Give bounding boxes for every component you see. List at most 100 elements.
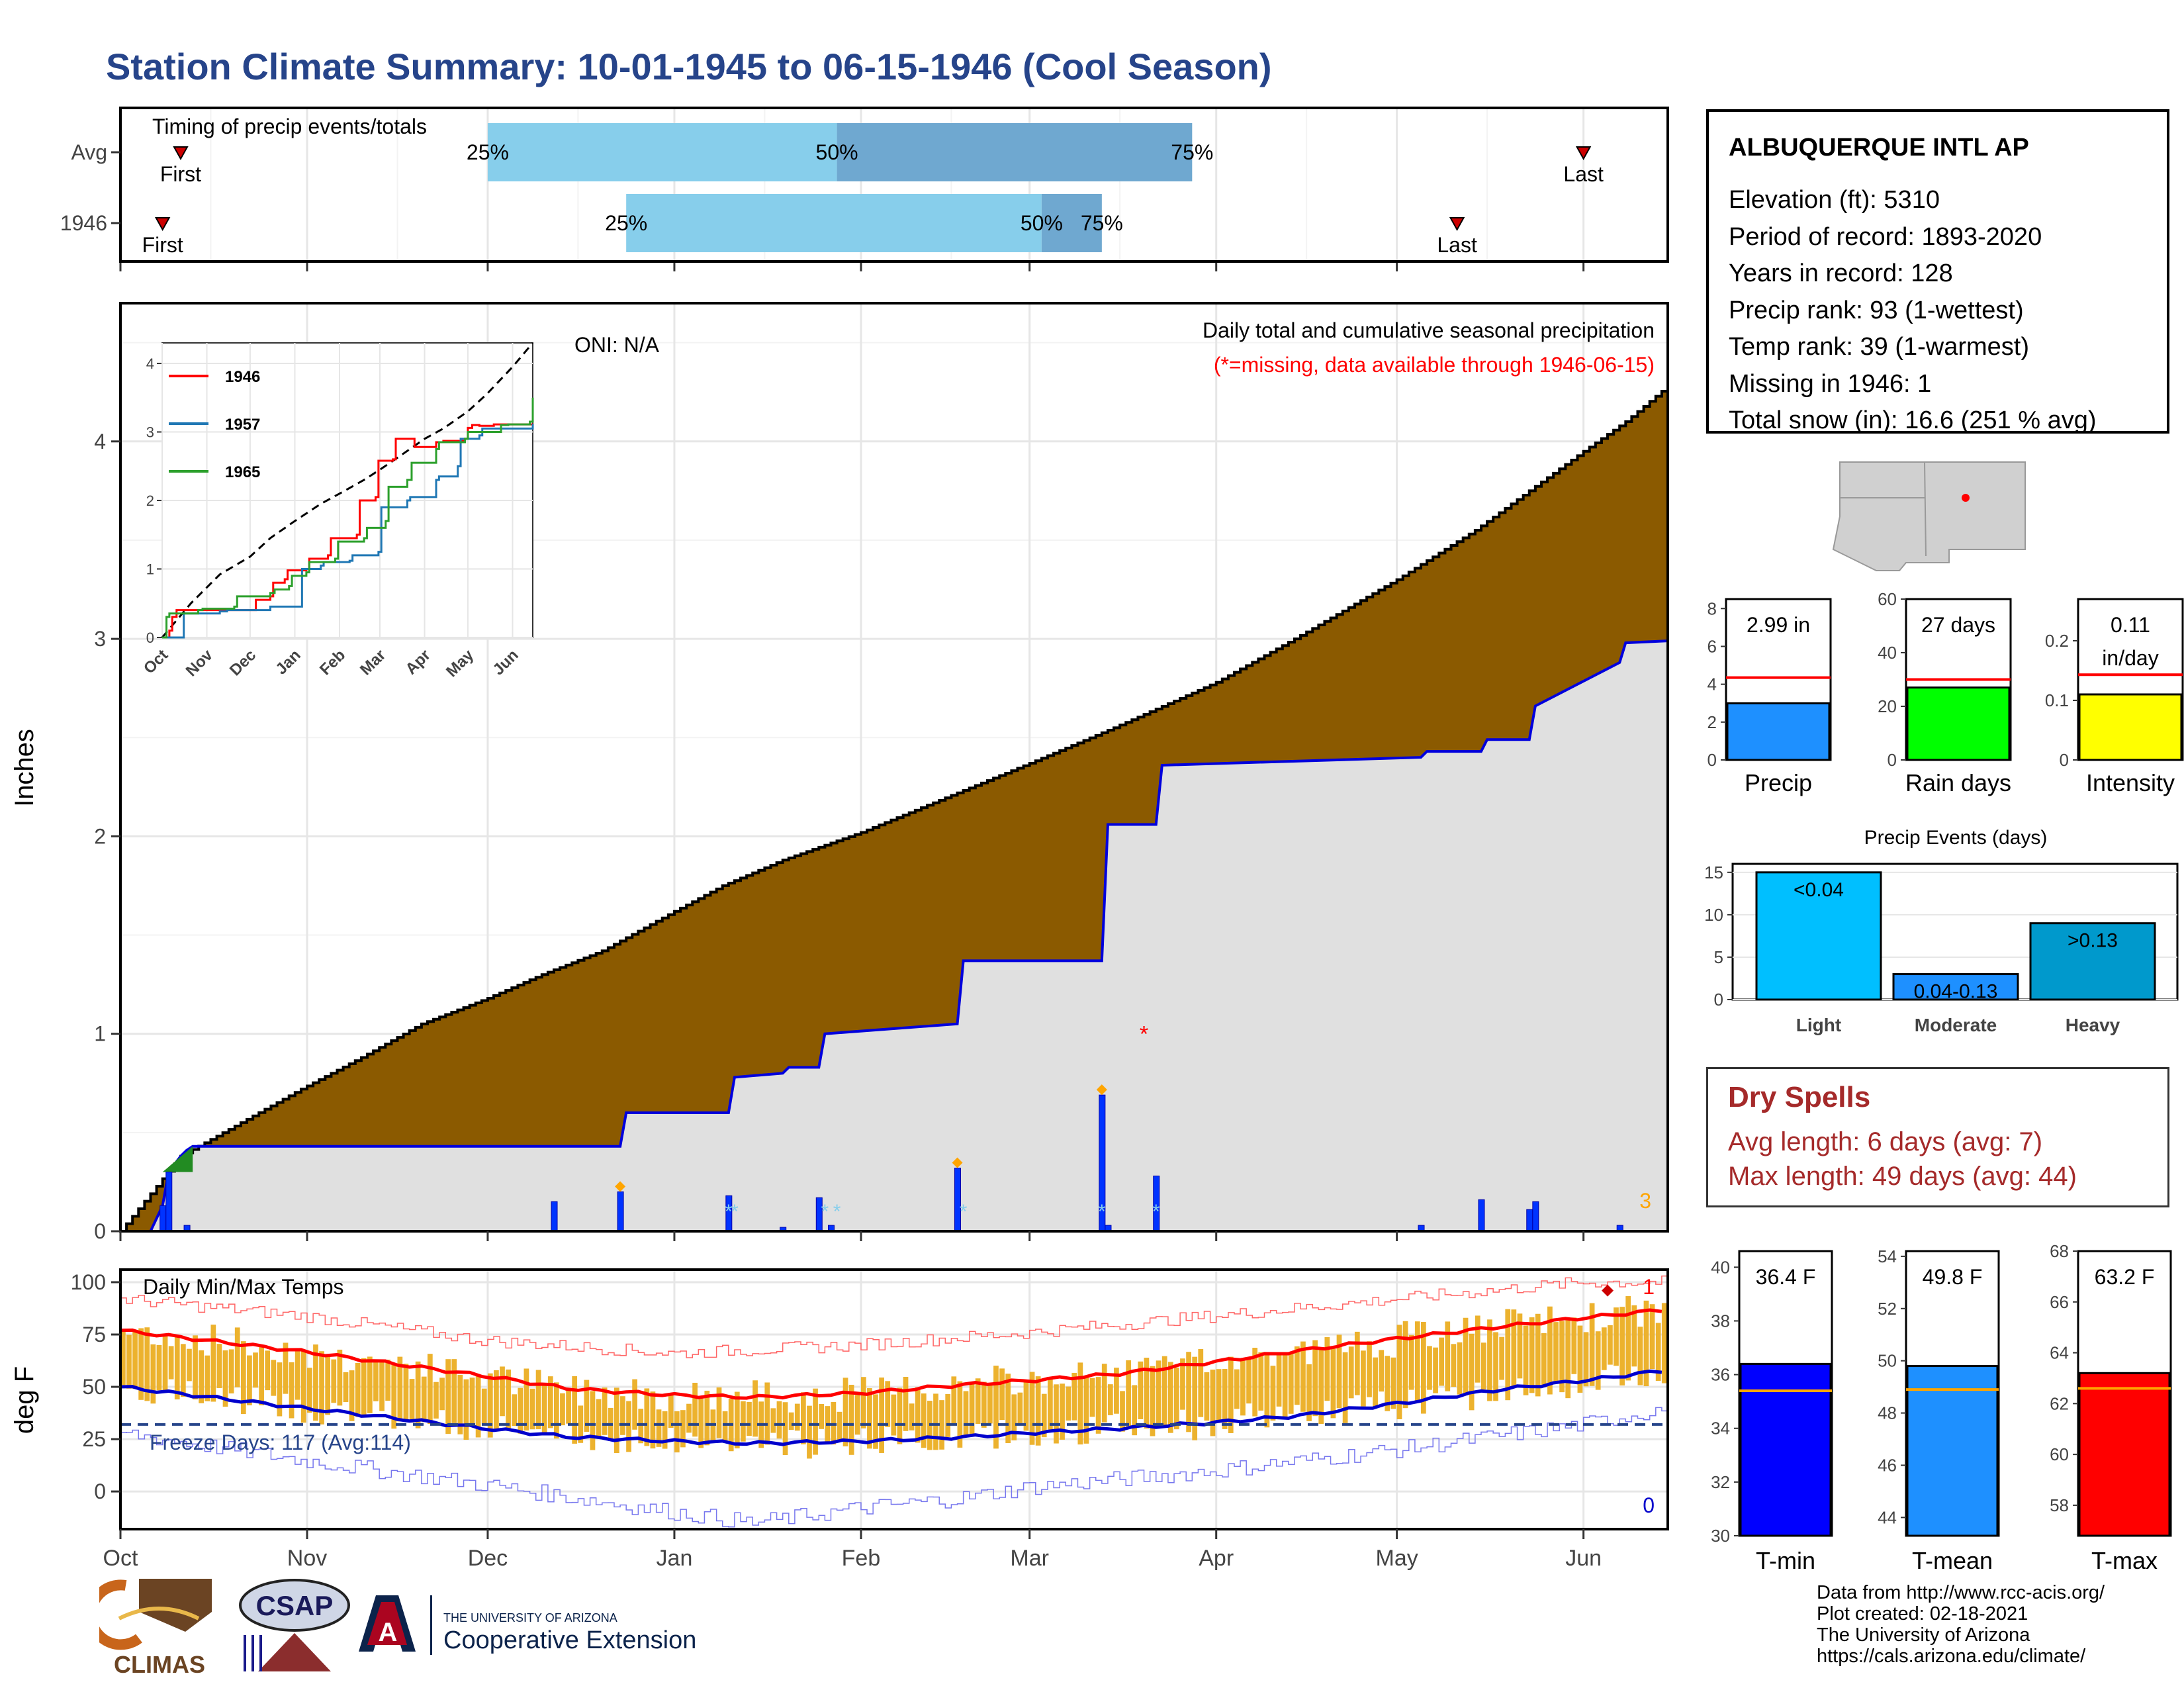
daily-temp-bar	[1445, 1321, 1451, 1391]
daily-temp-bar	[1433, 1347, 1438, 1393]
daily-temp-bar	[319, 1351, 324, 1425]
first-event-label: First	[142, 233, 183, 257]
daily-temp-bar	[656, 1409, 662, 1447]
daily-temp-bar	[367, 1356, 373, 1413]
daily-temp-bar	[1066, 1386, 1071, 1421]
temp-bar-tick-label: 50	[1878, 1351, 1897, 1371]
station-info-line: Elevation (ft): 5310	[1729, 186, 1940, 214]
credit-line: The University of Arizona	[1817, 1624, 2030, 1646]
daily-temp-bar	[1276, 1354, 1282, 1407]
daily-temp-bar	[138, 1328, 144, 1400]
daily-temp-bar	[150, 1344, 156, 1404]
inset-series-line	[162, 397, 534, 639]
events-y-tick-label: 5	[1714, 947, 1723, 967]
climas-logo: CLIMAS	[99, 1579, 212, 1678]
temp-bar-tick-label: 64	[2050, 1343, 2069, 1363]
temp-bar-tick-label: 46	[1878, 1455, 1897, 1475]
daily-temp-bar	[1047, 1378, 1053, 1430]
daily-temp-bar	[915, 1387, 921, 1443]
precip-x-ticks	[119, 1231, 1585, 1241]
daily-temp-bar	[1101, 1364, 1107, 1423]
daily-temp-bar	[566, 1388, 571, 1424]
precip-subtitle: (*=missing, data available through 1946-…	[1214, 353, 1655, 377]
timing-rows: Avg 25% 50% 75% First Last 1946 25% 50% 75% First L…	[60, 123, 1604, 257]
daily-temp-bar	[819, 1404, 825, 1429]
heavy-event-marker	[615, 1181, 626, 1192]
station-info-line: Period of record: 1893-2020	[1729, 222, 2042, 251]
month-label: Feb	[842, 1546, 881, 1571]
temp-lines	[120, 1275, 1668, 1528]
daily-temp-bar	[259, 1346, 264, 1405]
daily-temp-bar	[1601, 1327, 1607, 1370]
daily-temp-bar	[981, 1382, 987, 1428]
temp-bar-tick-label: 58	[2050, 1495, 2069, 1515]
daily-temp-bar	[1457, 1342, 1463, 1395]
ua-small-text: THE UNIVERSITY OF ARIZONA	[443, 1611, 617, 1624]
daily-temp-bar	[1439, 1337, 1445, 1386]
snow-marker: *	[725, 1201, 733, 1223]
daily-temp-bar	[1288, 1354, 1294, 1414]
credit-line: Plot created: 02-18-2021	[1817, 1603, 2028, 1624]
daily-temp-bar	[487, 1373, 493, 1438]
daily-temp-bar	[1427, 1346, 1432, 1390]
temp-y-tick-label: 50	[82, 1375, 106, 1399]
station-info-line: Years in record: 128	[1729, 259, 1953, 287]
logos: CLIMAS CSAP A THE UNIVERSITY OF ARIZONA …	[99, 1579, 696, 1678]
first-event-marker	[173, 146, 189, 161]
daily-temp-bar	[590, 1391, 596, 1450]
month-label: Apr	[1199, 1546, 1234, 1571]
small-bar-tick-label: 0	[1707, 750, 1717, 770]
daily-temp-bar	[1541, 1333, 1547, 1387]
daily-temp-bar	[1547, 1306, 1553, 1395]
temp-chart: 0 25 50 75 100 Oct Nov Dec Jan Feb Mar Apr May Jun D…	[10, 1268, 1669, 1571]
heavy-event-marker	[1096, 1084, 1107, 1096]
normal-max-line	[120, 1308, 1662, 1400]
daily-temp-bar	[692, 1382, 698, 1437]
timing-pct-label: 25%	[605, 211, 647, 235]
small-bar-value: 0.11	[2111, 613, 2150, 637]
daily-temp-bar	[1402, 1321, 1408, 1409]
temp-bar-label: T-min	[1756, 1547, 1815, 1574]
daily-temp-bar	[361, 1358, 367, 1415]
daily-temp-bar	[638, 1409, 644, 1444]
daily-temp-bar	[193, 1335, 198, 1400]
timing-bar-25-50	[626, 194, 1042, 252]
daily-temp-bar	[1631, 1305, 1637, 1367]
daily-temp-bar	[331, 1359, 337, 1403]
daily-temp-bar	[1463, 1317, 1469, 1395]
temp-y-axis: 0 25 50 75 100	[71, 1270, 120, 1503]
first-event-label: First	[160, 162, 201, 186]
station-info-box: ALBUQUERQUE INTL AP Elevation (ft): 5310…	[1706, 109, 2169, 434]
daily-temp-bar	[1348, 1346, 1354, 1399]
daily-temp-bar	[951, 1376, 957, 1424]
snow-marker: *	[1098, 1201, 1106, 1223]
daily-temp-bar	[457, 1375, 463, 1434]
temp-bar-value: 36.4 F	[1756, 1265, 1816, 1289]
daily-temp-bar	[626, 1401, 631, 1452]
daily-temp-bar	[1643, 1300, 1649, 1387]
daily-temp-bar	[271, 1360, 277, 1396]
daily-temp-bar	[1517, 1313, 1523, 1379]
temp-y-tick-label: 25	[82, 1427, 106, 1451]
daily-temp-bar	[903, 1377, 909, 1431]
daily-temp-bar	[999, 1368, 1005, 1421]
ua-big-text: Cooperative Extension	[443, 1626, 696, 1654]
timing-pct-label: 75%	[1171, 140, 1213, 164]
temp-bar-tick-label: 52	[1878, 1299, 1897, 1319]
ua-letter: A	[379, 1618, 398, 1647]
daily-temp-bar	[813, 1388, 818, 1455]
daily-temp-bar	[698, 1397, 704, 1448]
last-event-marker	[1575, 146, 1592, 161]
daily-temp-bar	[1126, 1360, 1131, 1427]
daily-temp-bar	[909, 1403, 915, 1430]
temp-bar-tick-label: 66	[2050, 1292, 2069, 1312]
daily-precip-bar	[1478, 1199, 1485, 1232]
daily-temp-bar	[1649, 1304, 1655, 1370]
daily-temp-bar	[873, 1394, 878, 1449]
daily-temp-bar	[1095, 1377, 1101, 1434]
daily-temp-bar	[596, 1399, 602, 1438]
daily-temp-bar	[1222, 1368, 1228, 1429]
dry-spells-max: Max length: 49 days (avg: 44)	[1728, 1162, 2077, 1191]
daily-temp-bar	[1192, 1356, 1198, 1440]
